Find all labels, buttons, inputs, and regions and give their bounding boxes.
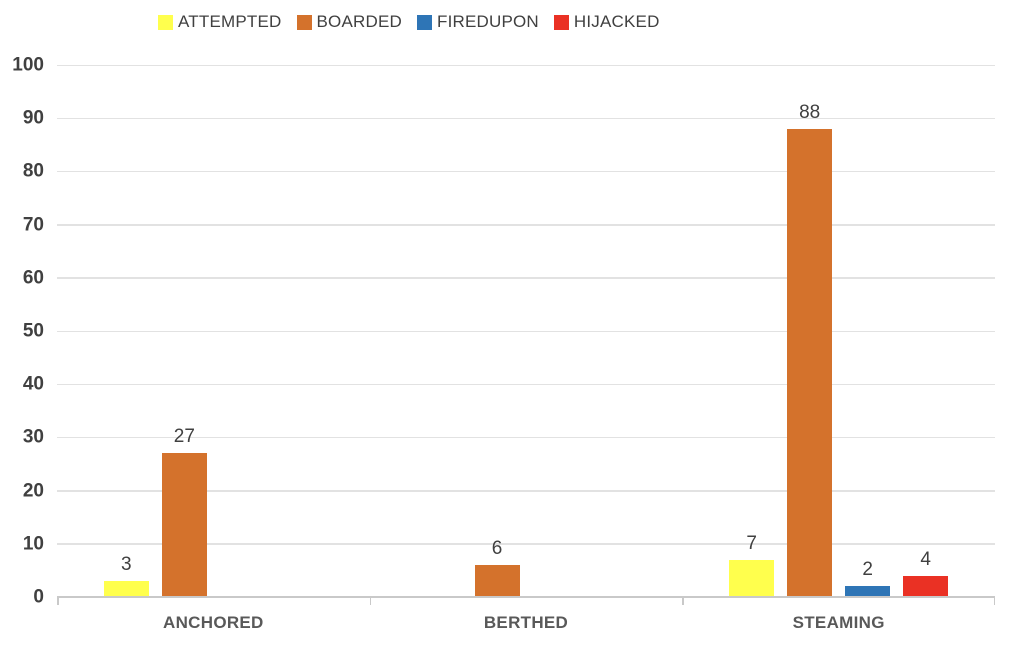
y-tick-label: 50: [22, 320, 44, 342]
x-axis-tick: [57, 598, 59, 605]
x-axis-tick: [682, 598, 684, 605]
y-axis-labels: 0 10 20 30 40 50 60 70 80 90 100: [0, 56, 44, 607]
bar-boarded-steaming: 88: [787, 103, 833, 597]
legend-swatch-icon: [553, 14, 569, 30]
y-tick-label: 10: [22, 533, 44, 555]
gridline: [57, 224, 995, 226]
bar-slot: 6: [474, 65, 520, 597]
bar-group-steaming: 7 88 2 4: [682, 65, 995, 597]
category-label-anchored: ANCHORED: [163, 613, 264, 632]
data-label: 4: [920, 548, 931, 570]
legend-label: FIREDUPON: [436, 12, 539, 31]
legend-item-attempted: ATTEMPTED: [158, 12, 282, 32]
legend-item-boarded: BOARDED: [296, 12, 402, 32]
data-label: 27: [173, 426, 195, 448]
bar-slot: [220, 65, 265, 597]
bar-slot: 27: [161, 65, 207, 597]
legend-label: HIJACKED: [573, 12, 660, 31]
x-axis-line: [57, 596, 995, 598]
plot-area: 3 27 6 7 88 2 4: [57, 64, 995, 605]
bar-groups: 3 27 6 7 88 2 4: [57, 65, 995, 597]
data-label: 88: [799, 101, 821, 123]
y-tick-label: 60: [22, 267, 44, 289]
bar-boarded-anchored: 27: [161, 427, 207, 597]
bar-slot: [533, 65, 578, 597]
gridline: [57, 170, 995, 173]
y-tick-label: 90: [22, 107, 44, 129]
data-label: 3: [121, 554, 132, 576]
bar-group-berthed: 6: [370, 65, 683, 597]
chart-legend: ATTEMPTED BOARDED FIREDUPON HIJACKED: [158, 12, 660, 32]
y-tick-label: 40: [22, 373, 44, 395]
data-label: 6: [491, 538, 503, 560]
bar-slot: [417, 65, 462, 597]
x-axis-tick: [993, 598, 995, 605]
bar-slot: [591, 65, 636, 597]
legend-label: ATTEMPTED: [178, 12, 282, 31]
legend-label: BOARDED: [316, 12, 402, 31]
gridline: [57, 277, 995, 279]
data-label: 7: [746, 532, 757, 554]
y-tick-label: 70: [22, 214, 44, 236]
x-axis-tick: [369, 598, 372, 605]
category-label-steaming: STEAMING: [792, 613, 885, 632]
bar-slot: 2: [845, 65, 891, 597]
legend-swatch-icon: [158, 14, 173, 30]
bar-firedupon-steaming: 2: [845, 560, 891, 597]
legend-item-firedupon: FIREDUPON: [416, 12, 539, 32]
y-tick-label: 30: [22, 426, 44, 448]
bar-attempted-steaming: 7: [729, 534, 775, 597]
gridline: [57, 64, 995, 66]
y-tick-label: 20: [22, 480, 44, 502]
gridline: [57, 330, 995, 332]
category-label-berthed: BERTHED: [483, 613, 569, 632]
bar-slot: [278, 65, 323, 597]
category-labels: ANCHORED BERTHED STEAMING: [57, 613, 995, 633]
y-tick-label: 0: [33, 586, 44, 608]
gridline: [57, 436, 995, 439]
y-tick-label: 100: [12, 54, 44, 76]
bar-hijacked-steaming: 4: [903, 550, 949, 597]
gridline: [57, 383, 995, 386]
bar-slot: 3: [103, 65, 149, 597]
gridline: [57, 490, 995, 492]
data-label: 2: [862, 559, 873, 581]
bar-slot: 7: [729, 65, 775, 597]
bar-attempted-anchored: 3: [103, 555, 149, 597]
legend-swatch-icon: [296, 14, 312, 30]
bar-slot: 4: [903, 65, 949, 597]
legend-swatch-icon: [416, 14, 432, 30]
gridline: [57, 543, 995, 545]
y-tick-label: 80: [22, 160, 44, 182]
bar-boarded-berthed: 6: [474, 539, 520, 597]
legend-item-hijacked: HIJACKED: [553, 12, 660, 32]
gridline: [57, 117, 995, 120]
bar-slot: 88: [787, 65, 833, 597]
bar-group-anchored: 3 27: [57, 65, 370, 597]
